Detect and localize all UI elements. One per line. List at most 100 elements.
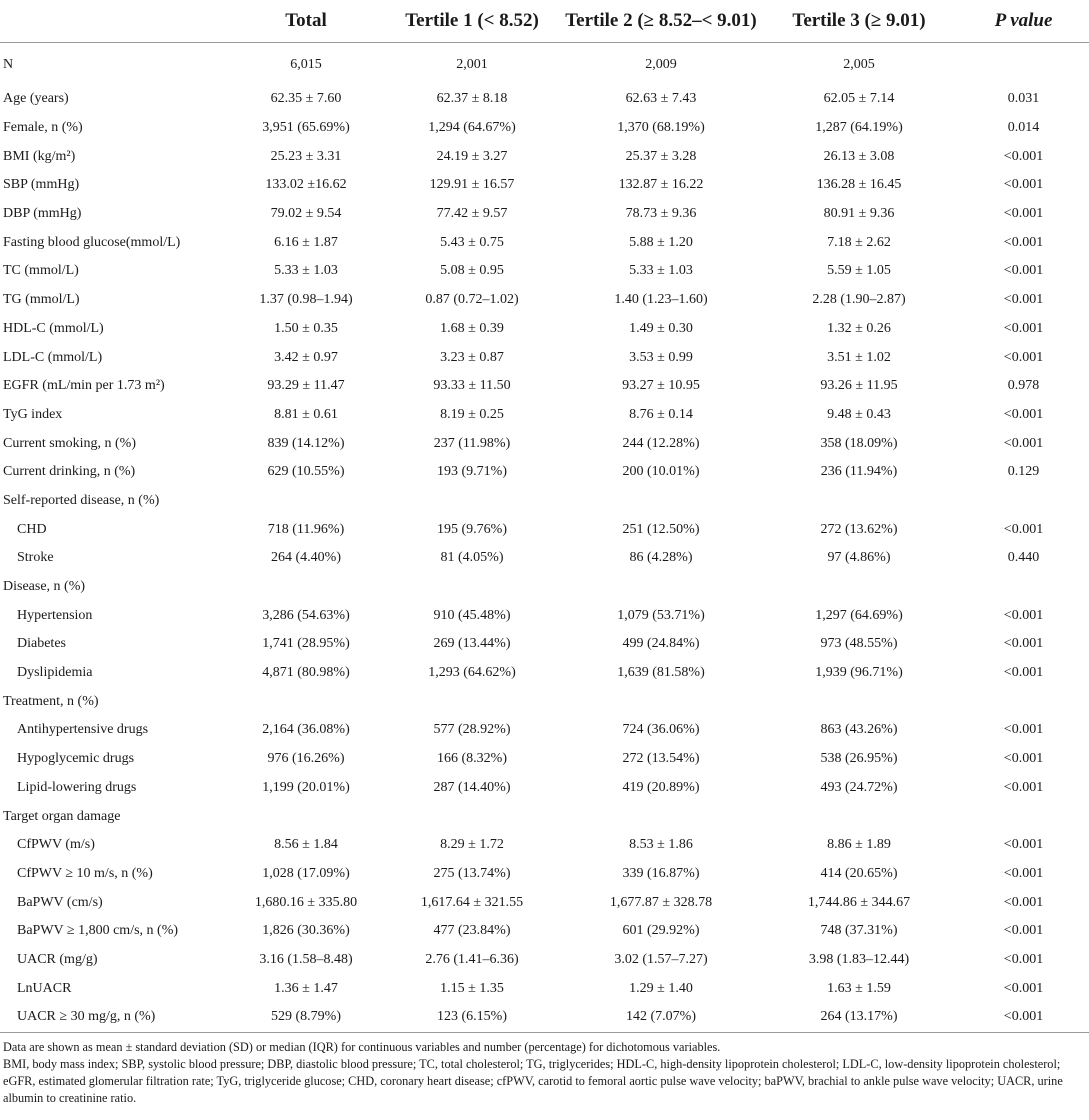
cell-tertile-1: 2,001 <box>456 57 488 72</box>
table-row: BMI (kg/m²) 25.23 ± 3.31 24.19 ± 3.27 25.37… <box>0 142 1089 171</box>
row-label: BaPWV (cm/s) <box>17 894 103 910</box>
cell-p-value: <0.001 <box>1003 779 1044 795</box>
row-label: Age (years) <box>3 91 69 107</box>
table-footnotes: Data are shown as mean ± standard deviat… <box>3 1039 1083 1107</box>
cell-total: 3.42 ± 0.97 <box>274 349 338 365</box>
cell-p-value: <0.001 <box>1003 148 1044 164</box>
cell-p-value: 0.031 <box>1007 91 1040 107</box>
cell-total: 133.02 ±16.62 <box>265 177 347 193</box>
cell-tertile-2 <box>562 802 760 831</box>
cell-total: 1,028 (17.09%) <box>262 865 350 881</box>
cell-tertile-2 <box>562 573 760 602</box>
cell-p-value: <0.001 <box>1003 894 1044 910</box>
header-tertile-1: Tertile 1 (< 8.52) <box>382 0 562 43</box>
cell-tertile-2: 251 (12.50%) <box>622 521 700 537</box>
cell-p-value: 0.014 <box>1007 120 1040 136</box>
row-label: BMI (kg/m²) <box>3 148 76 164</box>
cell-total: 629 (10.55%) <box>267 464 345 480</box>
row-label: LDL-C (mmol/L) <box>3 349 103 365</box>
cell-p-value <box>958 43 1089 86</box>
table-row: Diabetes 1,741 (28.95%) 269 (13.44%) 499 (2… <box>0 630 1089 659</box>
cell-tertile-1: 275 (13.74%) <box>433 865 511 881</box>
cell-p-value: <0.001 <box>1003 751 1044 767</box>
cell-tertile-1: 577 (28.92%) <box>433 722 511 738</box>
cell-tertile-2: 93.27 ± 10.95 <box>622 378 700 394</box>
cell-tertile-3: 7.18 ± 2.62 <box>827 234 891 250</box>
row-label: DBP (mmHg) <box>3 206 82 222</box>
cell-p-value: 0.978 <box>1007 378 1040 394</box>
cell-tertile-2: 5.88 ± 1.20 <box>629 234 693 250</box>
cell-tertile-2: 62.63 ± 7.43 <box>625 91 697 107</box>
cell-total: 25.23 ± 3.31 <box>270 148 342 164</box>
cell-tertile-3 <box>760 573 958 602</box>
row-label: TyG index <box>3 406 63 422</box>
cell-tertile-2: 86 (4.28%) <box>629 550 693 566</box>
row-label: Fasting blood glucose(mmol/L) <box>3 234 181 250</box>
cell-p-value: <0.001 <box>1003 607 1044 623</box>
cell-tertile-1: 269 (13.44%) <box>433 636 511 652</box>
cell-tertile-3: 1,744.86 ± 344.67 <box>807 894 911 910</box>
cell-total: 264 (4.40%) <box>271 550 341 566</box>
cell-tertile-3: 236 (11.94%) <box>820 464 898 480</box>
cell-tertile-1 <box>382 487 562 516</box>
table-header: Total Tertile 1 (< 8.52) Tertile 2 (≥ 8.… <box>0 0 1089 43</box>
cell-tertile-3: 62.05 ± 7.14 <box>823 91 895 107</box>
cell-tertile-3: 748 (37.31%) <box>820 923 898 939</box>
row-label: Stroke <box>17 550 54 566</box>
cell-tertile-3: 1,297 (64.69%) <box>815 607 903 623</box>
cell-tertile-2: 1.49 ± 0.30 <box>629 320 693 336</box>
cell-total: 3.16 (1.58–8.48) <box>259 951 353 967</box>
cell-p-value: <0.001 <box>1003 234 1044 250</box>
cell-total: 79.02 ± 9.54 <box>270 206 342 222</box>
table-row: Female, n (%) 3,951 (65.69%) 1,294 (64.67%… <box>0 114 1089 143</box>
cell-tertile-3: 863 (43.26%) <box>820 722 898 738</box>
header-tertile-2: Tertile 2 (≥ 8.52–< 9.01) <box>562 0 760 43</box>
table-row: Treatment, n (%) <box>0 687 1089 716</box>
row-label: TC (mmol/L) <box>3 263 79 279</box>
cell-total <box>230 487 382 516</box>
cell-total: 529 (8.79%) <box>230 1003 382 1033</box>
cell-p-value: <0.001 <box>1003 636 1044 652</box>
cell-tertile-1 <box>382 802 562 831</box>
cell-p-value: <0.001 <box>1003 521 1044 537</box>
table-row: DBP (mmHg) 79.02 ± 9.54 77.42 ± 9.57 78.73 … <box>0 200 1089 229</box>
cell-tertile-3: 493 (24.72%) <box>820 779 898 795</box>
table-row: UACR ≥ 30 mg/g, n (%) 529 (8.79%) 123 (6.1… <box>0 1003 1089 1033</box>
cell-total: 3,951 (65.69%) <box>262 120 350 136</box>
cell-tertile-3: 3.98 (1.83–12.44) <box>808 951 910 967</box>
cell-tertile-3: 9.48 ± 0.43 <box>827 406 891 422</box>
cell-total: 1.36 ± 1.47 <box>274 980 338 996</box>
cell-tertile-2: 1,677.87 ± 328.78 <box>609 894 713 910</box>
row-label: Diabetes <box>17 636 66 652</box>
row-label: Hypertension <box>17 607 93 623</box>
row-label: EGFR (mL/min per 1.73 m²) <box>3 378 165 394</box>
cell-tertile-2: 419 (20.89%) <box>622 779 700 795</box>
cell-tertile-2: 1,639 (81.58%) <box>617 665 705 681</box>
cell-tertile-1: 0.87 (0.72–1.02) <box>425 292 519 308</box>
footnote-data-description: Data are shown as mean ± standard deviat… <box>3 1040 721 1054</box>
table-row: Stroke 264 (4.40%) 81 (4.05%) 86 (4.28%) 97 … <box>0 544 1089 573</box>
header-p-value: P value <box>958 0 1089 43</box>
cell-tertile-1: 195 (9.76%) <box>437 521 507 537</box>
cell-tertile-2: 142 (7.07%) <box>562 1003 760 1033</box>
cell-tertile-3: 973 (48.55%) <box>820 636 898 652</box>
cell-p-value: <0.001 <box>1003 206 1044 222</box>
table-row: EGFR (mL/min per 1.73 m²) 93.29 ± 11.47 93… <box>0 372 1089 401</box>
cell-tertile-3: 2.28 (1.90–2.87) <box>812 292 906 308</box>
cell-total: 93.29 ± 11.47 <box>267 378 345 394</box>
cell-tertile-3 <box>760 687 958 716</box>
cell-tertile-3: 538 (26.95%) <box>820 751 898 767</box>
table-row: Current smoking, n (%) 839 (14.12%) 237 (1… <box>0 429 1089 458</box>
cell-tertile-2: 1.40 (1.23–1.60) <box>614 292 708 308</box>
cell-tertile-1 <box>382 687 562 716</box>
cell-total: 5.33 ± 1.03 <box>274 263 338 279</box>
cell-tertile-2: 3.53 ± 0.99 <box>629 349 693 365</box>
cell-p-value: <0.001 <box>1003 177 1044 193</box>
cell-total: 1,680.16 ± 335.80 <box>254 894 358 910</box>
cell-tertile-2: 724 (36.06%) <box>622 722 700 738</box>
cell-total: 976 (16.26%) <box>267 751 345 767</box>
cell-tertile-2: 25.37 ± 3.28 <box>625 148 697 164</box>
row-label: HDL-C (mmol/L) <box>3 320 104 336</box>
row-label: Antihypertensive drugs <box>17 722 149 738</box>
cell-tertile-3 <box>760 802 958 831</box>
